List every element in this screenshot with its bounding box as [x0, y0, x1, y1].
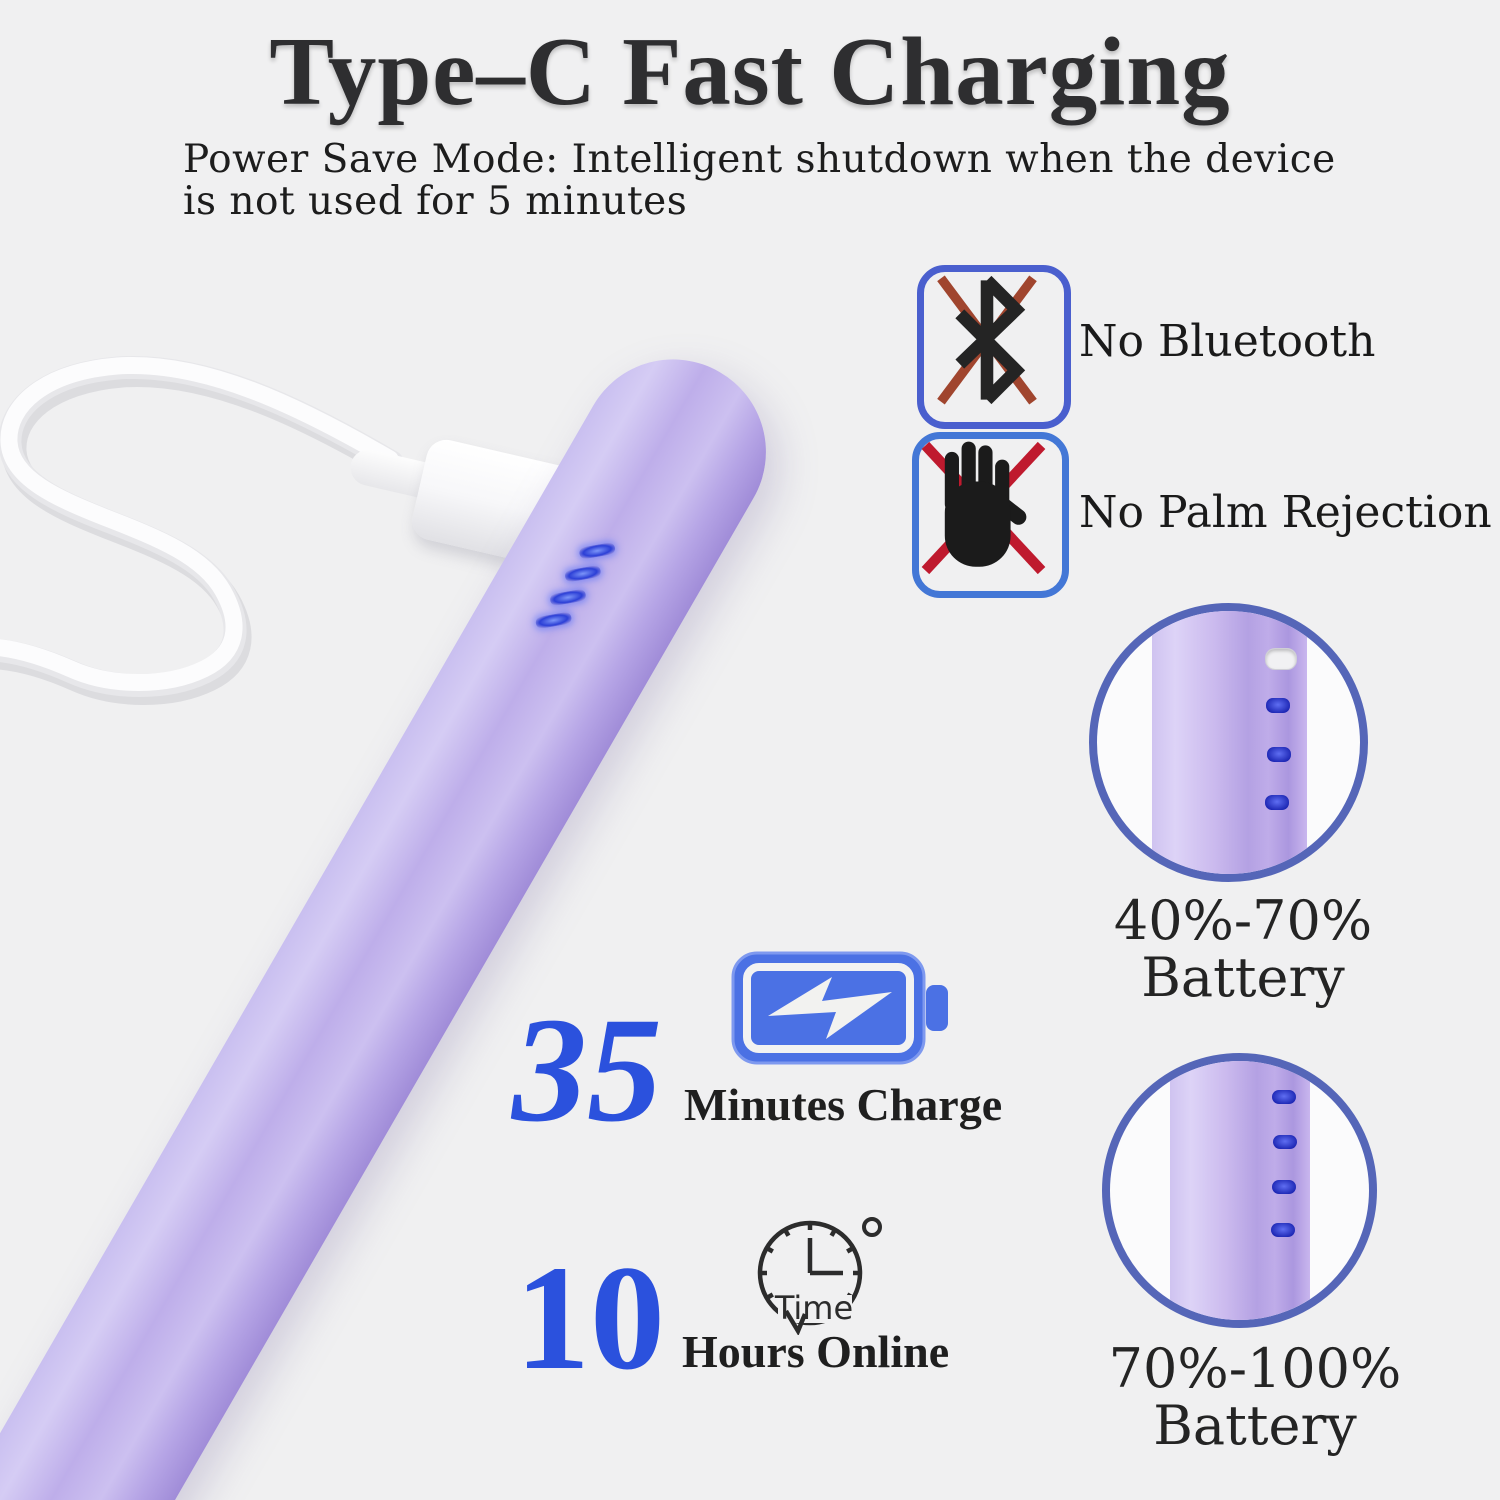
pen-charge-led-4 — [534, 611, 573, 630]
led-lit — [1272, 1090, 1296, 1104]
pen-charge-led-1 — [578, 541, 616, 560]
charge-minutes-label: Minutes Charge — [684, 1079, 1003, 1130]
battery-inset-40-70 — [1089, 603, 1368, 882]
battery-range-value: 70%-100% — [1108, 1337, 1402, 1400]
pen-charge-led-3 — [549, 588, 587, 607]
led-lit — [1273, 1135, 1297, 1149]
led-lit — [1267, 747, 1291, 762]
battery-inner-ring — [743, 963, 914, 1053]
pen-zoom-segment — [1152, 611, 1307, 874]
led-lit — [1272, 1180, 1296, 1194]
lightning-bolt-icon — [768, 977, 892, 1039]
clock-crown — [862, 1217, 882, 1237]
no-bluetooth-label: No Bluetooth — [1079, 316, 1376, 367]
bluetooth-crossed-glyph — [937, 275, 1037, 405]
led-lit — [1266, 698, 1290, 713]
clock-time-label: Time — [774, 1289, 853, 1327]
battery-range-value: 40%-70% — [1113, 889, 1373, 952]
no-bluetooth-icon — [917, 265, 1071, 429]
battery-range-word: Battery — [1141, 946, 1345, 1009]
battery-range-caption-1: 40%-70% Battery — [1063, 892, 1423, 1006]
no-palm-rejection-label: No Palm Rejection — [1079, 487, 1492, 538]
subtitle-line-1: Power Save Mode: Intelligent shutdown wh… — [183, 137, 1336, 182]
battery-inset-70-100 — [1102, 1053, 1377, 1328]
clock-icon: Time — [757, 1217, 882, 1335]
page-subtitle: Power Save Mode: Intelligent shutdown wh… — [183, 139, 1383, 223]
no-palm-rejection-icon — [912, 432, 1069, 598]
clock-tail — [784, 1309, 808, 1335]
battery-range-caption-2: 70%-100% Battery — [1075, 1340, 1435, 1454]
clock-hands — [807, 1238, 843, 1276]
page-title: Type–C Fast Charging — [269, 18, 1231, 125]
pen-charge-led-2 — [564, 564, 602, 583]
subtitle-line-2: is not used for 5 minutes — [183, 179, 688, 224]
online-hours-label: Hours Online — [682, 1326, 950, 1377]
charge-minutes-value: 35 — [512, 987, 662, 1153]
online-hours-value: 10 — [515, 1235, 665, 1401]
led-lit — [1265, 795, 1289, 810]
bluetooth-rune — [955, 275, 1026, 405]
hand-glyph — [944, 441, 1027, 567]
cable-highlight — [0, 356, 399, 691]
cable-outline — [0, 355, 404, 697]
led-lit — [1271, 1223, 1295, 1237]
battery-charging-icon — [731, 951, 948, 1065]
battery-range-word: Battery — [1153, 1394, 1357, 1457]
battery-terminal — [926, 985, 948, 1031]
led-slot-unlit — [1265, 648, 1297, 670]
hand-crossed-glyph — [921, 441, 1046, 575]
